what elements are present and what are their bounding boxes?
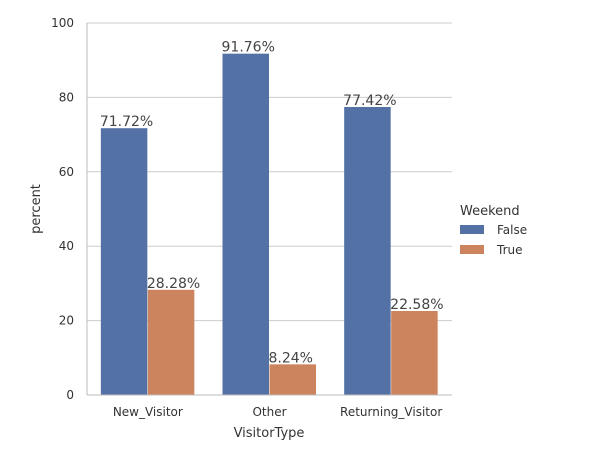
x-tick-label-Other: Other bbox=[252, 405, 286, 419]
data-label-Other-False: 91.76% bbox=[222, 40, 275, 56]
bar-Returning_Visitor-True bbox=[391, 311, 438, 395]
data-label-New_Visitor-True: 28.28% bbox=[147, 276, 200, 292]
legend-swatch-False bbox=[460, 225, 484, 234]
bar-Other-True bbox=[269, 364, 316, 395]
x-tick-labels: New_Visitor Other Returning_Visitor bbox=[113, 405, 443, 419]
bars-group bbox=[100, 53, 438, 396]
axes-group bbox=[86, 23, 452, 396]
data-labels: 71.72% 28.28% 91.76% 8.24% 77.42% 22.58% bbox=[100, 40, 444, 367]
data-label-Returning_Visitor-True: 22.58% bbox=[390, 297, 443, 313]
y-axis-label: percent bbox=[29, 184, 44, 234]
legend-label-False: False bbox=[497, 223, 527, 237]
x-tick-label-Returning_Visitor: Returning_Visitor bbox=[340, 405, 442, 419]
y-tick-label-20: 20 bbox=[59, 314, 74, 328]
legend: Weekend False True bbox=[460, 204, 527, 257]
data-label-New_Visitor-False: 71.72% bbox=[100, 114, 153, 130]
legend-swatch-True bbox=[460, 245, 484, 254]
x-axis-label: VisitorType bbox=[234, 426, 305, 441]
legend-title: Weekend bbox=[460, 204, 520, 219]
y-tick-label-0: 0 bbox=[66, 388, 74, 402]
y-tick-label-60: 60 bbox=[59, 165, 74, 179]
bar-New_Visitor-False bbox=[100, 128, 148, 395]
y-tick-labels: 0 20 40 60 80 100 bbox=[51, 16, 74, 402]
data-label-Returning_Visitor-False: 77.42% bbox=[343, 93, 396, 109]
legend-label-True: True bbox=[496, 243, 523, 257]
bar-Other-False bbox=[222, 53, 269, 395]
bar-New_Visitor-True bbox=[147, 289, 195, 395]
bar-Returning_Visitor-False bbox=[344, 106, 391, 396]
y-tick-label-80: 80 bbox=[59, 90, 74, 104]
y-tick-label-100: 100 bbox=[51, 16, 74, 30]
data-label-Other-True: 8.24% bbox=[269, 350, 313, 366]
x-tick-label-New_Visitor: New_Visitor bbox=[113, 405, 183, 419]
y-tick-label-40: 40 bbox=[59, 239, 74, 253]
